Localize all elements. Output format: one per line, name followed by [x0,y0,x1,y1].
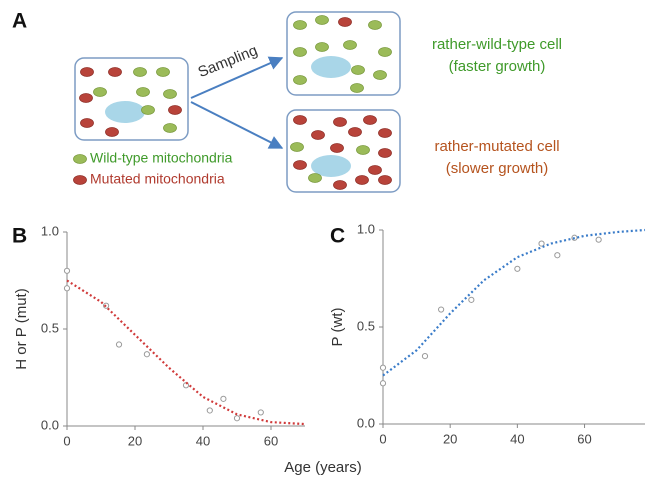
x-tick-label: 0 [63,433,70,448]
nucleus [105,101,145,123]
mitochondrion [293,75,307,85]
mitochondrion [315,15,329,25]
x-tick-label: 20 [443,431,457,446]
panel-label: C [330,225,345,248]
data-point [63,285,71,292]
data-point [257,409,264,416]
mitochondrion [363,115,377,125]
x-axis-label: Age (years) [284,459,362,476]
outcome-title: rather-wild-type cell [432,36,562,53]
mitochondrion [315,42,329,52]
data-point [421,353,429,360]
mitochondrion [308,173,322,183]
mitochondrion [355,175,369,185]
mitochondrion [293,160,307,170]
mitochondrion [79,93,93,103]
y-tick-label: 1.0 [357,221,375,236]
mitochondrion [141,105,155,115]
panel-label: B [12,225,27,248]
cell [286,11,401,96]
data-point [220,395,227,402]
mitochondrion [351,65,365,75]
x-tick-label: 40 [510,431,524,446]
data-point [438,306,445,313]
mitochondrion [293,20,307,30]
panel-label: A [12,10,27,33]
fit-line [382,228,646,377]
mitochondrion [163,89,177,99]
mitochondrion [348,127,362,137]
mitochondrion [378,148,392,158]
legend-swatch [73,154,87,164]
outcome-note: (faster growth) [449,58,546,75]
mitochondrion [368,165,382,175]
data-point [115,341,123,348]
data-point [379,380,387,387]
data-point [554,252,561,259]
mitochondrion [293,115,307,125]
mitochondrion [333,180,347,190]
y-axis-label: P (wt) [329,308,346,347]
mitochondrion [133,67,147,77]
mitochondrion [368,20,382,30]
mitochondrion [311,130,325,140]
mitochondrion [373,70,387,80]
mitochondrion [293,47,307,57]
outcome-note: (slower growth) [446,160,549,177]
data-point [514,265,521,272]
data-point [379,364,387,371]
mitochondrion [136,87,150,97]
data-point [233,415,241,422]
data-point [206,407,213,414]
mitochondrion [338,17,352,27]
data-point [63,267,71,274]
mitochondrion [330,143,344,153]
y-tick-label: 0.5 [41,320,59,335]
legend-label: Wild-type mitochondria [90,150,233,166]
mitochondrion [378,128,392,138]
mitochondrion [108,67,122,77]
arrow [190,101,284,149]
y-axis-label: H or P (mut) [13,288,30,369]
mitochondrion [80,67,94,77]
mitochondrion [333,117,347,127]
data-point [538,240,545,247]
x-tick-label: 0 [379,431,386,446]
arrow [190,56,284,99]
mitochondrion [156,67,170,77]
x-tick-label: 20 [128,433,142,448]
nucleus [311,56,351,78]
mitochondrion [350,83,364,93]
legend-swatch [73,175,87,185]
y-tick-label: 0.0 [357,415,375,430]
y-tick-label: 1.0 [41,223,59,238]
mitochondrion [105,127,119,137]
x-tick-label: 60 [264,433,278,448]
sampling-label: Sampling [196,42,260,81]
outcome-title: rather-mutated cell [434,138,559,155]
data-point [468,296,475,303]
mitochondrion [378,175,392,185]
mitochondrion [80,118,94,128]
data-point [595,236,602,243]
mitochondrion [93,87,107,97]
fit-line [66,279,306,426]
x-tick-label: 40 [196,433,210,448]
nucleus [311,155,351,177]
mitochondrion [356,145,370,155]
x-tick-label: 60 [577,431,591,446]
mitochondrion [290,142,304,152]
mitochondrion [378,47,392,57]
legend-label: Mutated mitochondria [90,171,225,187]
mitochondrion [343,40,357,50]
data-point [143,351,150,358]
diagram: A Sampling rather-wild-type cell (faster… [12,10,562,193]
y-tick-label: 0.0 [41,417,59,432]
mitochondrion [168,105,182,115]
mitochondrion [163,123,177,133]
y-tick-label: 0.5 [357,318,375,333]
cell [74,57,189,141]
